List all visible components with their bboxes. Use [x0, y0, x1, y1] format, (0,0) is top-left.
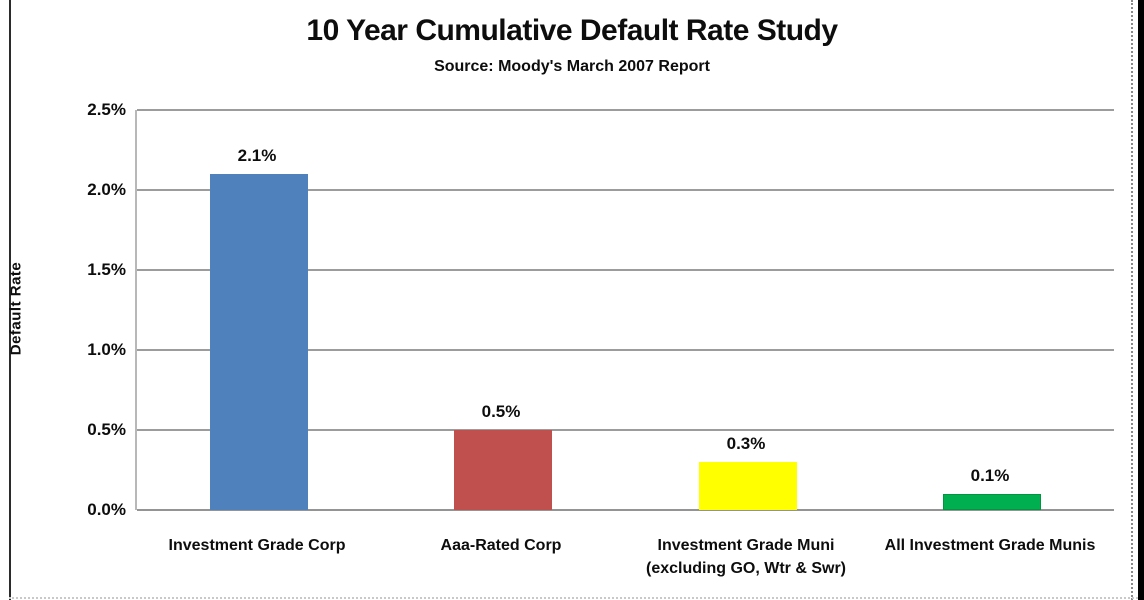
chart-title: 10 Year Cumulative Default Rate Study: [306, 14, 838, 47]
gridline: [137, 509, 1114, 511]
y-tick-label: 2.5%: [87, 100, 126, 119]
y-tick-label: 0.5%: [87, 420, 126, 439]
gridline: [137, 189, 1114, 191]
page-border-right-dotted: [1131, 0, 1133, 600]
y-axis-title: Default Rate: [7, 261, 25, 356]
plot-area: [135, 109, 1114, 511]
chart-subtitle: Source: Moody's March 2007 Report: [434, 58, 710, 75]
bar: [210, 174, 308, 510]
page-border-bottom: [9, 597, 1138, 599]
page-border-left: [9, 0, 11, 600]
y-tick-label: 1.0%: [87, 340, 126, 359]
x-category-label-line: (excluding GO, Wtr & Swr): [645, 560, 846, 577]
bar-value-label: 0.1%: [970, 466, 1010, 485]
x-category-label: Investment Grade Muni (excluding GO, Wtr …: [624, 534, 868, 580]
gridline: [137, 349, 1114, 351]
x-category-label: Investment Grade Corp: [135, 534, 379, 557]
bar-value-label: 0.3%: [726, 434, 766, 453]
x-category-label-line: Investment Grade Corp: [168, 537, 346, 554]
page-border-right: [1138, 0, 1144, 600]
bar-value-label: 2.1%: [237, 146, 277, 165]
gridline: [137, 429, 1114, 431]
x-category-label-line: All Investment Grade Munis: [884, 537, 1096, 554]
bar: [454, 430, 552, 510]
x-category-label-line: Aaa-Rated Corp: [440, 537, 562, 554]
bar-value-label: 0.5%: [481, 402, 521, 421]
gridline: [137, 269, 1114, 271]
y-tick-label: 1.5%: [87, 260, 126, 279]
x-category-label: Aaa-Rated Corp: [379, 534, 623, 557]
gridline: [137, 109, 1114, 111]
bar: [699, 462, 797, 510]
x-category-label-line: Investment Grade Muni: [657, 537, 835, 554]
bar: [943, 494, 1041, 510]
y-tick-label: 0.0%: [87, 500, 126, 519]
x-category-label: All Investment Grade Munis: [868, 534, 1112, 557]
y-tick-label: 2.0%: [87, 180, 126, 199]
